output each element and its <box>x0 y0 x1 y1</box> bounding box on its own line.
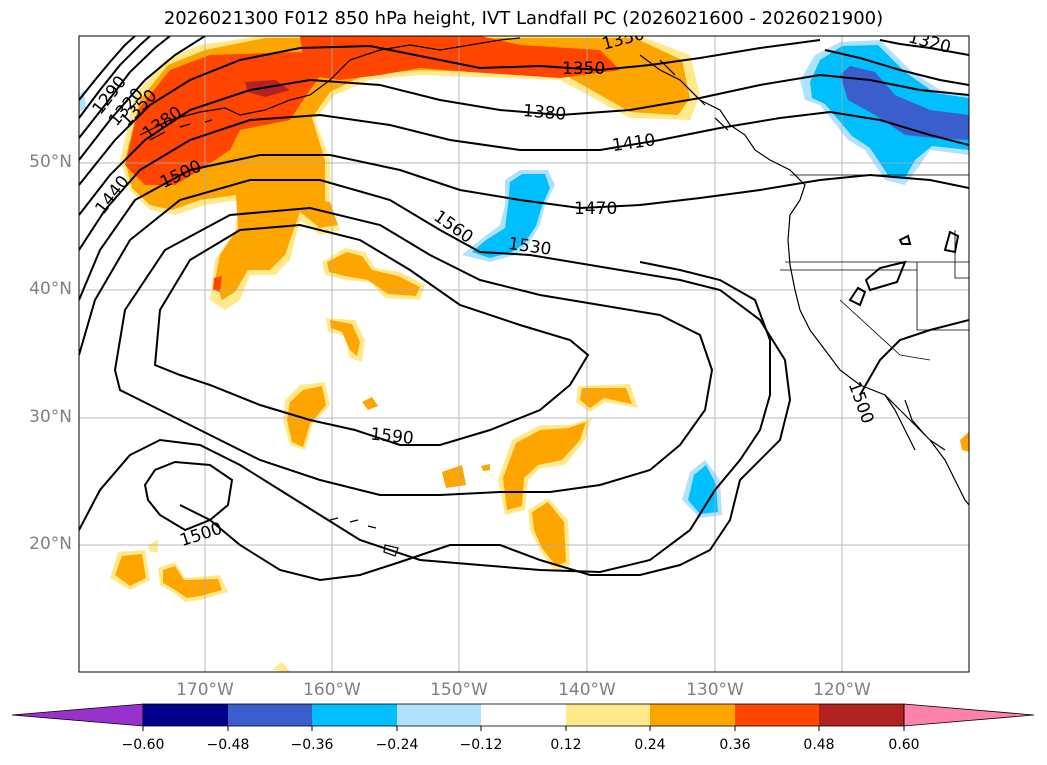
shade-blob-o <box>960 432 969 452</box>
contour-label-1590: 1590 <box>369 424 414 448</box>
colorbar-tick-label: −0.24 <box>375 737 419 753</box>
shade-blob-d-or <box>287 386 326 447</box>
shade-ne-blue <box>840 66 969 140</box>
shade-blob-h-or <box>532 502 566 566</box>
lon-tick-140w: 140°W <box>558 680 616 700</box>
colorbar-tick-label: −0.12 <box>459 737 503 753</box>
lat-tick-50n: 50°N <box>29 152 72 172</box>
shade-blob-j <box>481 464 490 471</box>
shade-w-edge <box>79 90 86 112</box>
lat-tick-20n: 20°N <box>29 534 72 554</box>
colorbar-seg-6 <box>566 704 650 726</box>
shade-se-cyan <box>688 465 718 514</box>
colorbar-frame <box>142 703 905 727</box>
colorbar <box>11 703 1035 731</box>
shade-mid-cyan <box>472 174 550 258</box>
lon-tick-150w: 150°W <box>430 680 488 700</box>
chart-title: 2026021300 F012 850 hPa height, IVT Land… <box>163 8 884 29</box>
colorbar-seg-5 <box>481 704 566 726</box>
colorbar-extend-min <box>11 703 144 727</box>
colorbar-tick-label: −0.60 <box>121 737 165 753</box>
lat-tick-40n: 40°N <box>29 279 72 299</box>
lon-tick-160w: 160°W <box>303 680 361 700</box>
colorbar-seg-4 <box>397 704 481 726</box>
shade-blob-c-or <box>330 320 360 356</box>
colorbar-seg-3 <box>312 704 397 726</box>
lon-tick-170w: 170°W <box>176 680 234 700</box>
shade-blob-e <box>362 397 378 410</box>
shade-blob-m <box>148 540 158 552</box>
colorbar-tick-label: 0.12 <box>550 737 582 753</box>
colorbar-tick-label: 0.60 <box>888 737 920 753</box>
colorbar-tick-label: −0.36 <box>290 737 334 753</box>
colorbar-seg-2 <box>228 704 312 726</box>
colorbar-tick-label: −0.48 <box>206 737 250 753</box>
contour-label-1470: 1470 <box>574 199 617 219</box>
map-frame <box>78 35 970 673</box>
shade-small-red <box>213 276 222 292</box>
shade-blob-l-or <box>163 566 222 598</box>
colorbar-seg-9 <box>819 704 904 726</box>
colorbar-tick-label: 0.24 <box>634 737 666 753</box>
contour-label-1380-n: 1380 <box>522 101 567 125</box>
lat-tick-30n: 30°N <box>29 407 72 427</box>
lon-tick-120w: 120°W <box>813 680 871 700</box>
shade-blob-k-or <box>115 554 146 586</box>
height-contours <box>79 36 969 582</box>
lon-tick-130w: 130°W <box>686 680 744 700</box>
shade-blob-g-or <box>503 422 586 510</box>
shade-blob-a-or <box>327 252 420 296</box>
colorbar-extend-max <box>903 703 1035 727</box>
colorbar-tick-label: 0.36 <box>719 737 751 753</box>
shade-blob-n <box>272 662 290 672</box>
colorbar-seg-1 <box>143 704 228 726</box>
shade-blob-f-or <box>580 388 632 408</box>
coastlines <box>139 37 969 557</box>
colorbar-seg-8 <box>735 704 819 726</box>
colorbar-tick-label: 0.48 <box>803 737 835 753</box>
shade-blob-i <box>442 465 466 488</box>
contour-label-1350-n: 1350 <box>562 59 605 79</box>
colorbar-seg-7 <box>650 704 735 726</box>
